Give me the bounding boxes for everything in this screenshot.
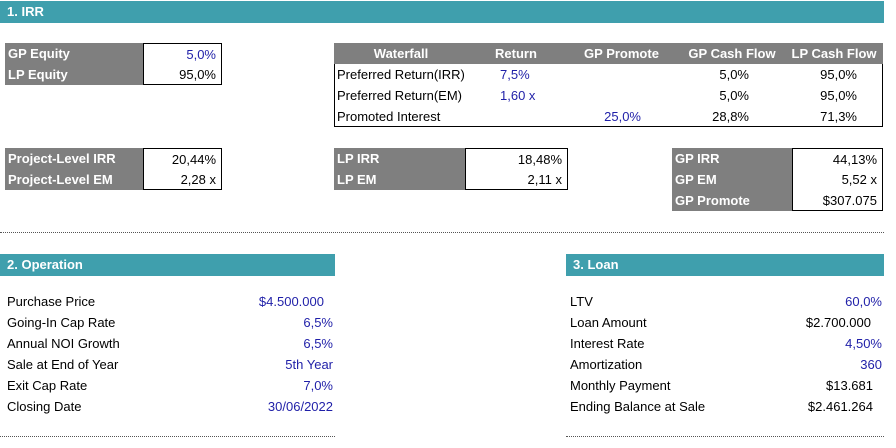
waterfall-row-label: Preferred Return(IRR) xyxy=(337,67,465,82)
irr-section-header: 1. IRR xyxy=(0,1,884,23)
operation-label: Purchase Price xyxy=(7,294,96,309)
waterfall-header-row xyxy=(334,43,883,64)
ending-balance-cell[interactable]: $2.461.264 xyxy=(807,399,873,414)
gp-cash-flow-header: GP Cash Flow xyxy=(688,46,776,61)
return-cell[interactable]: 1,60 x xyxy=(500,88,536,103)
loan-bottom-divider xyxy=(566,436,884,437)
loan-label: Loan Amount xyxy=(570,315,647,330)
loan-label: Ending Balance at Sale xyxy=(570,399,706,414)
section-divider xyxy=(0,232,884,233)
monthly-payment-cell[interactable]: $13.681 xyxy=(826,378,873,393)
gp-irr-value[interactable]: 44,13% xyxy=(792,148,883,169)
noi-growth-cell[interactable]: 6,5% xyxy=(303,336,333,351)
amortization-cell[interactable]: 360 xyxy=(860,357,882,372)
loan-amount-cell[interactable]: $2.700.000 xyxy=(805,315,871,330)
closing-date-cell[interactable]: 30/06/2022 xyxy=(267,399,333,414)
gp-cash-flow-cell[interactable]: 5,0% xyxy=(719,67,749,82)
return-cell[interactable]: 7,5% xyxy=(500,67,530,82)
loan-label: LTV xyxy=(570,294,593,309)
operation-section-header: 2. Operation xyxy=(0,254,335,276)
project-em-value[interactable]: 2,28 x xyxy=(143,169,222,190)
gp-em-value[interactable]: 5,52 x xyxy=(792,169,883,190)
lp-equity-label: LP Equity xyxy=(5,64,143,85)
irr-section-title: 1. IRR xyxy=(7,4,44,19)
loan-section-header: 3. Loan xyxy=(566,254,884,276)
operation-section-title: 2. Operation xyxy=(7,257,83,272)
operation-label: Going-In Cap Rate xyxy=(7,315,116,330)
project-irr-label: Project-Level IRR xyxy=(5,148,143,169)
going-in-cap-rate-cell[interactable]: 6,5% xyxy=(303,315,333,330)
sale-year-cell[interactable]: 5th Year xyxy=(285,357,333,372)
interest-rate-cell[interactable]: 4,50% xyxy=(845,336,882,351)
lp-cash-flow-header: LP Cash Flow xyxy=(791,46,877,61)
loan-section-title: 3. Loan xyxy=(573,257,619,272)
lp-cash-flow-cell[interactable]: 95,0% xyxy=(820,67,857,82)
waterfall-header: Waterfall xyxy=(373,46,429,61)
gp-em-label: GP EM xyxy=(672,169,792,190)
gp-promote-value[interactable]: $307.075 xyxy=(792,190,883,211)
gp-equity-cell[interactable]: 5,0% xyxy=(143,43,222,64)
operation-label: Sale at End of Year xyxy=(7,357,119,372)
lp-irr-value[interactable]: 18,48% xyxy=(465,148,568,169)
loan-label: Interest Rate xyxy=(570,336,645,351)
operation-bottom-divider xyxy=(0,436,335,437)
purchase-price-cell[interactable]: $4.500.000 xyxy=(258,294,324,309)
gp-promote-cell[interactable]: 25,0% xyxy=(604,109,641,124)
lp-cash-flow-cell[interactable]: 71,3% xyxy=(820,109,857,124)
loan-label: Monthly Payment xyxy=(570,378,671,393)
lp-em-label: LP EM xyxy=(334,169,465,190)
project-em-label: Project-Level EM xyxy=(5,169,143,190)
project-irr-value[interactable]: 20,44% xyxy=(143,148,222,169)
return-header: Return xyxy=(495,46,537,61)
exit-cap-rate-cell[interactable]: 7,0% xyxy=(303,378,333,393)
gp-promote-label: GP Promote xyxy=(672,190,792,211)
lp-cash-flow-cell[interactable]: 95,0% xyxy=(820,88,857,103)
gp-irr-label: GP IRR xyxy=(672,148,792,169)
operation-label: Annual NOI Growth xyxy=(7,336,120,351)
gp-promote-header: GP Promote xyxy=(584,46,659,61)
operation-label: Exit Cap Rate xyxy=(7,378,88,393)
lp-equity-cell[interactable]: 95,0% xyxy=(143,64,222,85)
lp-irr-label: LP IRR xyxy=(334,148,465,169)
waterfall-row-label: Preferred Return(EM) xyxy=(337,88,462,103)
gp-equity-label: GP Equity xyxy=(5,43,143,64)
gp-cash-flow-cell[interactable]: 28,8% xyxy=(712,109,749,124)
operation-label: Closing Date xyxy=(7,399,82,414)
gp-cash-flow-cell[interactable]: 5,0% xyxy=(719,88,749,103)
waterfall-table-body xyxy=(334,64,883,127)
lp-em-value[interactable]: 2,11 x xyxy=(465,169,568,190)
loan-label: Amortization xyxy=(570,357,643,372)
ltv-cell[interactable]: 60,0% xyxy=(845,294,882,309)
waterfall-row-label: Promoted Interest xyxy=(337,109,441,124)
